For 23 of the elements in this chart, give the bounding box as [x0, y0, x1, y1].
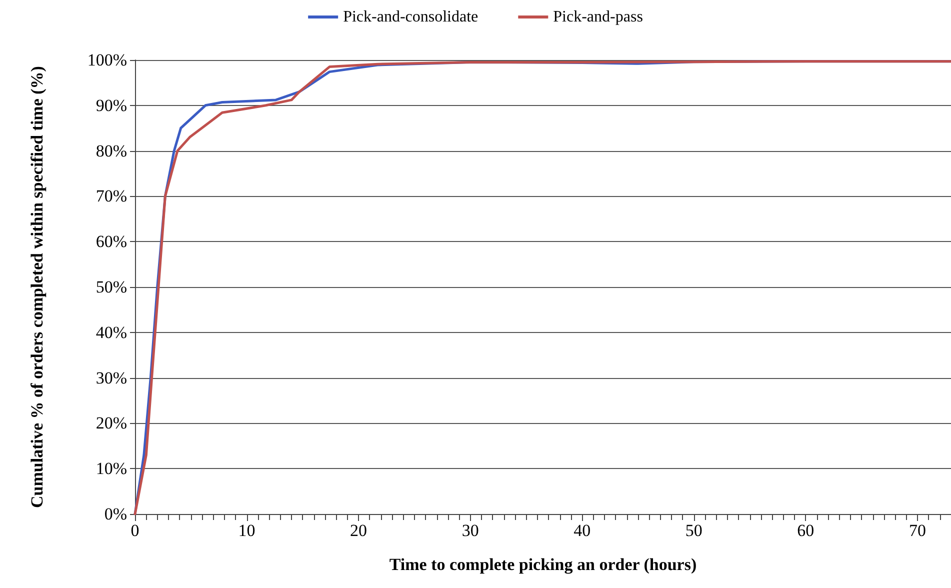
- y-tick-label: 60%: [96, 232, 127, 252]
- y-tick-label: 100%: [87, 50, 127, 70]
- x-axis-title: Time to complete picking an order (hours): [389, 555, 697, 574]
- x-tick-label: 30: [462, 521, 479, 540]
- y-tick-label: 30%: [96, 368, 127, 388]
- y-tick-label: 80%: [96, 141, 127, 160]
- legend-label: Pick-and-consolidate: [343, 8, 478, 26]
- y-tick-label: 50%: [96, 278, 127, 296]
- x-tick-label: 40: [574, 521, 591, 540]
- x-tick-label: 0: [130, 521, 140, 540]
- y-tick-label: 40%: [96, 322, 127, 342]
- y-axis-title: Cumulative % of orders completed within specified time (%): [28, 66, 46, 508]
- y-tick-label: 70%: [96, 186, 127, 206]
- x-tick-label: 10: [238, 521, 256, 540]
- legend-label: Pick-and-pass: [553, 8, 643, 26]
- y-tick-label: 0%: [104, 504, 127, 524]
- y-tick-label: 10%: [96, 459, 127, 478]
- x-tick-label: 70: [908, 521, 926, 540]
- x-tick-label: 60: [797, 521, 814, 540]
- x-tick-label: 50: [685, 521, 702, 540]
- x-tick-label: 20: [350, 521, 368, 540]
- y-tick-label: 20%: [96, 414, 127, 433]
- y-tick-label: 90%: [96, 96, 127, 115]
